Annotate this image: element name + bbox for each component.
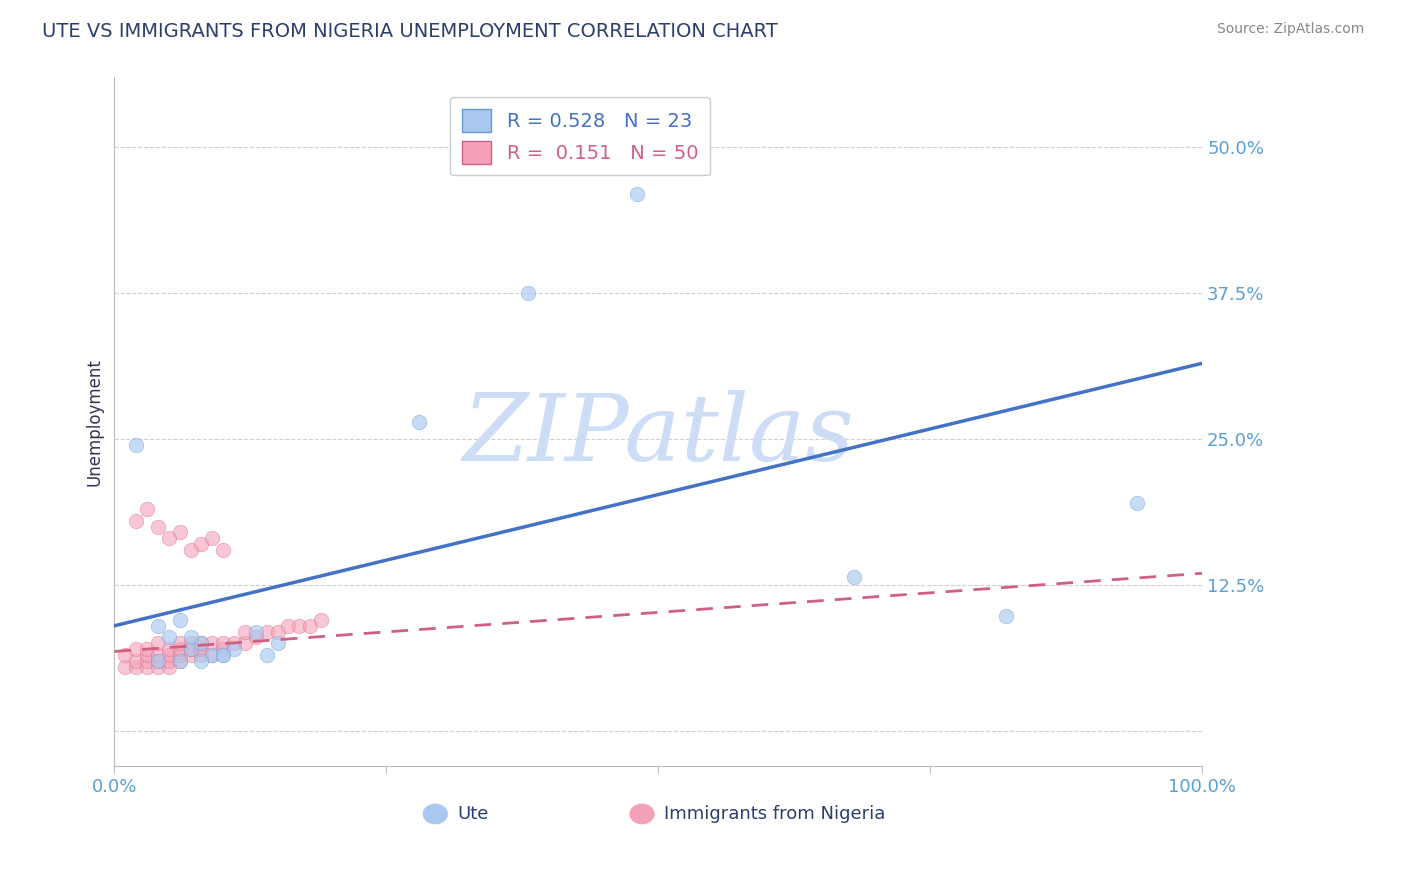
Point	[157, 631, 180, 645]
Point	[180, 648, 202, 662]
Point	[245, 631, 267, 645]
Point	[157, 642, 180, 657]
Point	[299, 619, 322, 633]
Point	[146, 654, 169, 668]
Point	[169, 613, 191, 627]
Point	[201, 531, 224, 545]
Point	[233, 624, 256, 639]
Y-axis label: Unemployment: Unemployment	[86, 358, 103, 485]
Point	[169, 648, 191, 662]
Point	[146, 619, 169, 633]
Point	[136, 642, 159, 657]
Point	[212, 543, 235, 558]
Point	[222, 636, 245, 650]
Point	[626, 187, 648, 202]
Point	[222, 642, 245, 657]
Point	[233, 636, 256, 650]
Point	[309, 613, 332, 627]
Point	[146, 659, 169, 673]
Point	[190, 642, 212, 657]
Point	[212, 648, 235, 662]
Point	[169, 654, 191, 668]
Point	[190, 537, 212, 551]
Point	[190, 648, 212, 662]
Text: Immigrants from Nigeria: Immigrants from Nigeria	[664, 805, 886, 823]
Point	[516, 286, 538, 301]
Point	[169, 636, 191, 650]
Point	[114, 648, 136, 662]
Point	[408, 415, 430, 429]
Point	[136, 654, 159, 668]
Point	[190, 636, 212, 650]
Point	[125, 642, 148, 657]
Point	[212, 648, 235, 662]
Ellipse shape	[630, 805, 654, 823]
Point	[1126, 496, 1149, 510]
Point	[136, 648, 159, 662]
Point	[125, 514, 148, 528]
Point	[136, 502, 159, 516]
Point	[288, 619, 311, 633]
Point	[180, 543, 202, 558]
Point	[180, 642, 202, 657]
Text: Ute: Ute	[457, 805, 488, 823]
Point	[157, 531, 180, 545]
Text: Source: ZipAtlas.com: Source: ZipAtlas.com	[1216, 22, 1364, 37]
Point	[256, 624, 278, 639]
Text: UTE VS IMMIGRANTS FROM NIGERIA UNEMPLOYMENT CORRELATION CHART: UTE VS IMMIGRANTS FROM NIGERIA UNEMPLOYM…	[42, 22, 778, 41]
Point	[201, 648, 224, 662]
Point	[169, 642, 191, 657]
Point	[995, 609, 1018, 624]
Point	[114, 659, 136, 673]
Legend: R = 0.528   N = 23, R =  0.151   N = 50: R = 0.528 N = 23, R = 0.151 N = 50	[450, 97, 710, 176]
Point	[201, 648, 224, 662]
Point	[125, 659, 148, 673]
Point	[125, 654, 148, 668]
Point	[146, 519, 169, 533]
Text: ZIPatlas: ZIPatlas	[463, 391, 855, 481]
Point	[169, 525, 191, 540]
Point	[146, 636, 169, 650]
Point	[190, 636, 212, 650]
Point	[201, 636, 224, 650]
Point	[157, 659, 180, 673]
Point	[277, 619, 299, 633]
Point	[136, 659, 159, 673]
Point	[266, 636, 288, 650]
Point	[146, 648, 169, 662]
Point	[180, 642, 202, 657]
Point	[212, 636, 235, 650]
Ellipse shape	[423, 805, 447, 823]
Point	[157, 648, 180, 662]
Point	[256, 648, 278, 662]
Point	[190, 654, 212, 668]
Point	[842, 570, 865, 584]
Point	[180, 631, 202, 645]
Point	[169, 654, 191, 668]
Point	[212, 642, 235, 657]
Point	[266, 624, 288, 639]
Point	[146, 654, 169, 668]
Point	[180, 636, 202, 650]
Point	[125, 438, 148, 452]
Point	[245, 624, 267, 639]
Point	[157, 654, 180, 668]
